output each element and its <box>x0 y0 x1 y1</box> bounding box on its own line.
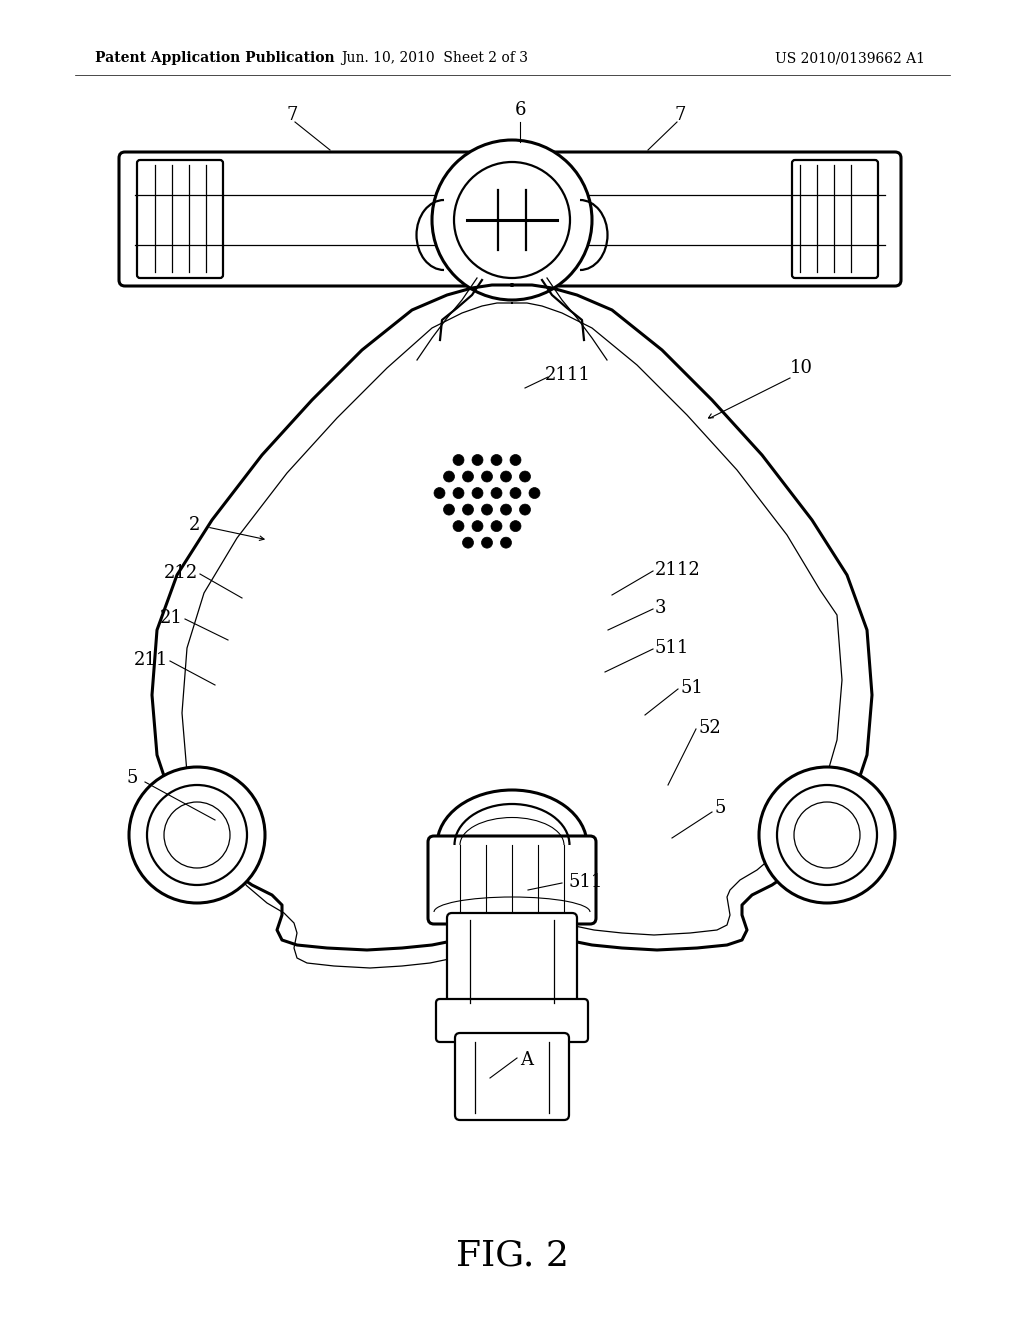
Polygon shape <box>152 285 872 950</box>
Text: 21: 21 <box>160 609 183 627</box>
Circle shape <box>453 520 464 532</box>
Circle shape <box>481 504 493 515</box>
FancyBboxPatch shape <box>428 836 596 924</box>
Text: 2111: 2111 <box>545 366 591 384</box>
FancyBboxPatch shape <box>137 160 223 279</box>
Text: 2: 2 <box>189 516 201 535</box>
Circle shape <box>463 471 473 482</box>
Text: 52: 52 <box>698 719 721 737</box>
Circle shape <box>443 504 455 515</box>
Circle shape <box>519 504 530 515</box>
Text: 10: 10 <box>790 359 813 378</box>
FancyBboxPatch shape <box>792 160 878 279</box>
Circle shape <box>472 487 483 499</box>
Text: 2112: 2112 <box>655 561 700 579</box>
Text: 211: 211 <box>133 651 168 669</box>
Text: A: A <box>520 1051 534 1069</box>
FancyBboxPatch shape <box>455 1034 569 1119</box>
Circle shape <box>794 803 860 869</box>
Circle shape <box>490 454 502 466</box>
Text: 3: 3 <box>655 599 667 616</box>
Circle shape <box>510 520 521 532</box>
FancyBboxPatch shape <box>436 999 588 1041</box>
Text: 5: 5 <box>126 770 137 787</box>
Circle shape <box>481 537 493 548</box>
FancyBboxPatch shape <box>447 913 577 1010</box>
Circle shape <box>463 537 473 548</box>
Circle shape <box>453 487 464 499</box>
Circle shape <box>777 785 877 884</box>
Circle shape <box>147 785 247 884</box>
Circle shape <box>501 537 512 548</box>
Circle shape <box>454 162 570 279</box>
Text: 51: 51 <box>680 678 702 697</box>
Circle shape <box>472 454 483 466</box>
Circle shape <box>432 140 592 300</box>
Circle shape <box>759 767 895 903</box>
Text: 6: 6 <box>514 102 525 119</box>
Circle shape <box>453 454 464 466</box>
Text: 7: 7 <box>287 106 298 124</box>
Circle shape <box>490 520 502 532</box>
Text: Jun. 10, 2010  Sheet 2 of 3: Jun. 10, 2010 Sheet 2 of 3 <box>341 51 528 65</box>
Circle shape <box>490 487 502 499</box>
Text: FIG. 2: FIG. 2 <box>456 1238 568 1272</box>
Circle shape <box>501 471 512 482</box>
Circle shape <box>434 487 445 499</box>
Text: 7: 7 <box>675 106 686 124</box>
Circle shape <box>164 803 230 869</box>
Circle shape <box>472 520 483 532</box>
Circle shape <box>443 471 455 482</box>
Circle shape <box>510 487 521 499</box>
Text: US 2010/0139662 A1: US 2010/0139662 A1 <box>775 51 925 65</box>
FancyBboxPatch shape <box>119 152 901 286</box>
Text: 511: 511 <box>568 873 602 891</box>
Circle shape <box>481 471 493 482</box>
Text: 212: 212 <box>164 564 198 582</box>
Text: 5: 5 <box>715 799 726 817</box>
Text: 511: 511 <box>655 639 689 657</box>
Circle shape <box>510 454 521 466</box>
Circle shape <box>501 504 512 515</box>
Text: Patent Application Publication: Patent Application Publication <box>95 51 335 65</box>
Circle shape <box>463 504 473 515</box>
Circle shape <box>519 471 530 482</box>
Circle shape <box>529 487 540 499</box>
Circle shape <box>129 767 265 903</box>
